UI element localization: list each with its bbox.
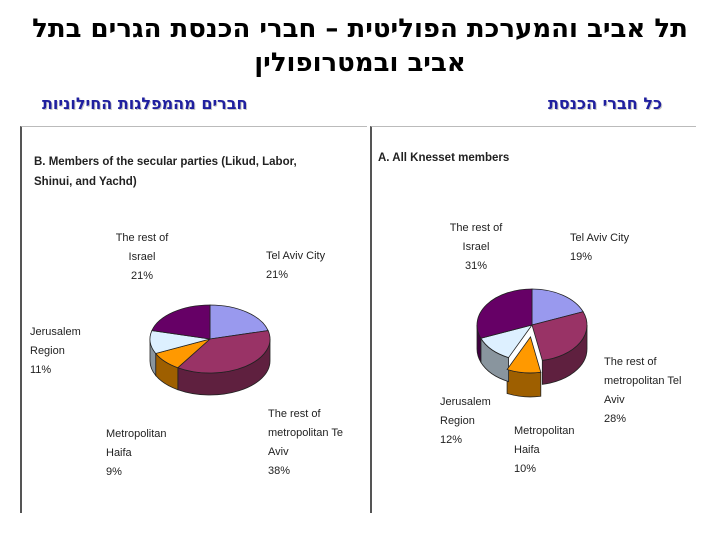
secular-slice-5 [151, 304, 211, 340]
knesset-slice-1 [531, 288, 584, 326]
knesset-slice-3 [506, 336, 542, 374]
knesset-slice-label-5: The rest of Israel 31% [450, 222, 504, 272]
secular-chart-title: B. Members of the secular parties (Likud… [34, 156, 297, 188]
secular-parties-label: חברים מהמפלגות החילוניות [42, 94, 248, 113]
slide-title: תל אביב והמערכת הפוליטית – חברי הכנסת הג… [30, 12, 690, 80]
secular-slice-label-5: The rest of Israel 21% [116, 232, 170, 282]
secular-slice-2 [177, 330, 271, 374]
slide-title-line-2: אביב ובמטרופולין [254, 48, 466, 78]
knesset-slice-label-1: Tel Aviv City 19% [570, 232, 630, 263]
knesset-slice-5 [476, 288, 533, 339]
secular-slice-label-2: The rest of metropolitan Te Aviv 38% [268, 408, 343, 477]
all-members-pie-chart: A. All Knesset members Tel Aviv City 19% Th… [378, 152, 681, 475]
slide-title-line-1: תל אביב והמערכת הפוליטית – חברי הכנסת הג… [32, 14, 688, 44]
secular-parties-pie-chart: B. Members of the secular parties (Likud… [30, 156, 343, 478]
knesset-slice-side-3 [506, 368, 542, 398]
knesset-slice-label-2: The rest of metropolitan Tel Aviv 28% [604, 356, 681, 425]
secular-slice-label-3: Metropolitan Haifa 9% [106, 428, 167, 478]
knesset-slice-2 [531, 311, 588, 361]
knesset-slice-label-3: Metropolitan Haifa 10% [514, 425, 575, 475]
all-members-chart-panel: A. All Knesset members Tel Aviv City 19% Th… [370, 126, 696, 513]
secular-parties-chart-panel: B. Members of the secular parties (Likud… [20, 126, 367, 513]
knesset-chart-title: A. All Knesset members [378, 152, 509, 164]
secular-slice-label-1: Tel Aviv City 21% [266, 250, 326, 281]
knesset-slice-label-4: Jerusalem Region 12% [440, 396, 491, 446]
secular-slice-1 [209, 304, 269, 340]
all-members-label: כל חברי הכנסת [548, 94, 663, 113]
secular-slice-label-4: Jerusalem Region 11% [30, 326, 81, 376]
